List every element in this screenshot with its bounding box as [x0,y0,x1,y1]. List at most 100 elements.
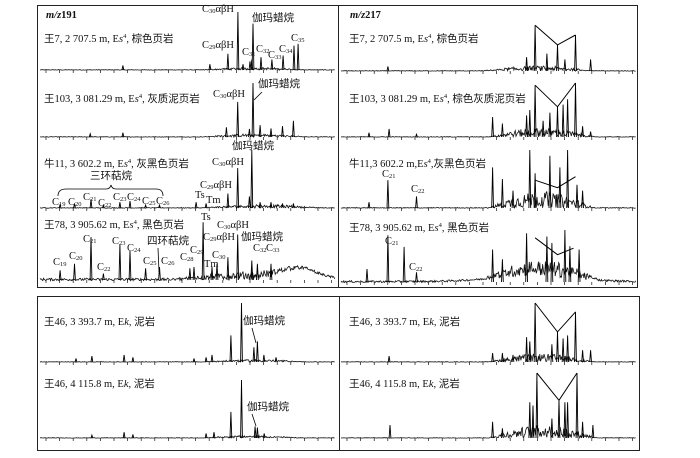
peak-annotation: C20 [68,197,82,210]
peak [563,229,567,283]
peak [533,25,537,72]
trace-baseline [39,358,335,363]
peak-annotation: C29αβH [202,40,234,53]
sample-label-post: ,灰黑色页岩 [430,159,487,170]
annotation-sub: 22 [418,188,425,195]
axis-ticks [346,137,633,140]
annotation-sub: 21 [90,238,97,245]
peak [281,203,284,209]
peak-annotation: C30αβH [202,4,234,17]
sample-label: 王46, 3 393.7 m, Ek, 泥岩 [349,314,460,328]
sample-label: 王7, 2 707.5 m, Es4, 棕色页岩 [349,31,479,45]
peak [256,341,259,363]
tricyclic-brace [57,184,164,197]
peak-annotation: C22 [411,184,425,197]
trace-baseline [340,353,636,363]
peak [253,426,257,439]
annotation-base: C [127,243,135,254]
annotation-base: 伽玛蜡烷 [232,141,274,152]
sterane-marker [534,302,576,333]
peak [574,82,577,138]
title-italic: m/z [350,10,366,21]
peak-annotation: Ts [195,190,205,201]
peak [229,411,233,439]
peak [533,302,537,363]
peak [74,358,78,363]
annotation-base: C [202,40,210,51]
peak [528,341,532,363]
peak [251,82,255,138]
peak-annotation: 伽玛蜡烷 [241,232,283,243]
peak [226,257,230,281]
peak-annotation: C33 [268,50,282,63]
peak [128,200,132,209]
annotation-suffix: αβH [213,180,232,191]
peak [386,235,390,283]
annotation-sub: 29 [207,184,214,191]
peak [491,421,494,439]
sample-label-it: s [118,34,124,45]
sample-label-pre: 王46, 4 115.8 m, E [44,379,124,390]
peak [128,250,132,281]
peak [415,272,418,283]
sterane-marker [534,176,576,189]
annotation-suffix: αβH [215,40,234,51]
sample-label: 王7, 2 707.5 m, Es4, 棕色页岩 [44,31,174,45]
annotation-sub: 29 [210,236,217,243]
peak [208,64,212,71]
trace-baseline [40,133,335,139]
peak [591,424,595,439]
peak [262,433,266,439]
peak [122,354,126,363]
peak [589,350,592,363]
peak [131,434,135,439]
peak [210,354,214,363]
annotation-base: Tm [204,259,219,270]
annotation-base: C [180,252,188,263]
annotation-base: 伽玛蜡烷 [243,316,285,327]
peak [415,132,418,138]
peak [531,405,535,439]
axis-ticks [45,208,332,211]
peak [58,204,62,209]
peak [248,61,252,71]
annotation-base: C [98,198,106,209]
peak [568,246,572,283]
sample-label-post: , 泥岩 [433,317,461,328]
sample-label-sup: 4 [133,219,137,226]
sample-label-sup: 4 [138,93,143,100]
peak [250,149,254,209]
peak-annotation: C22 [409,262,423,275]
peak [367,202,371,209]
peak [550,344,554,363]
peak [296,43,300,71]
annotation-base: C [203,232,211,243]
bottom-frame [37,296,640,451]
annotation-sub: 24 [134,196,141,203]
sample-label-it: s [439,94,444,105]
annotation-base: C [279,44,287,55]
sample-label-it: k [123,379,129,390]
sample-label-post: , 黑色页岩 [136,220,185,231]
title-m217: m/z217 [350,10,381,21]
peak [545,53,549,72]
axis-ticks [346,282,633,285]
sample-label-post: , 灰质泥页岩 [142,94,200,105]
peak [491,116,494,138]
annotation-base: 四环萜烷 [147,236,189,247]
peak-annotation: C30αβH [213,89,245,102]
axis-ticks [346,362,633,365]
annotation-sub: 33 [275,54,282,61]
sample-label-post: , 泥岩 [128,379,155,390]
peak [566,402,569,439]
peak [259,57,263,71]
peak [269,128,273,138]
annotation-sub: 20 [75,201,82,208]
annotation-sub: 26 [168,260,175,267]
peak [566,335,569,363]
peak [563,59,567,72]
sample-label: 王46, 4 115.8 m, Ek, 泥岩 [349,376,460,390]
axis-ticks [45,280,332,283]
annotation-sub: 30 [219,254,226,261]
peak-annotation: C19 [53,257,67,270]
